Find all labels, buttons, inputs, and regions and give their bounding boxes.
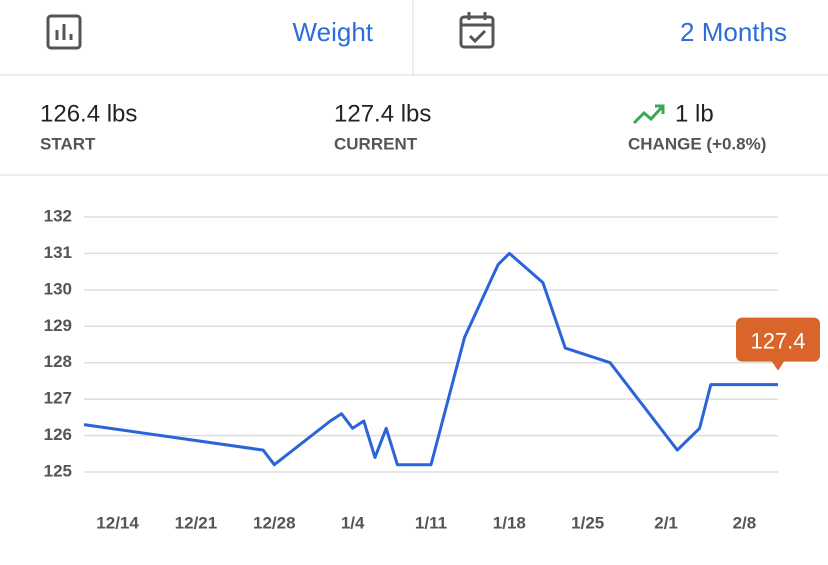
x-tick-label: 1/25 — [571, 513, 604, 532]
x-tick-label: 1/18 — [493, 513, 526, 532]
y-tick-label: 125 — [44, 461, 72, 480]
y-tick-label: 131 — [44, 243, 72, 262]
calendar-icon[interactable] — [459, 12, 495, 49]
callout-box — [736, 317, 820, 371]
trend-icon — [632, 104, 665, 125]
x-tick-label: 2/8 — [733, 513, 757, 532]
stat-value: 126.4 lbs — [40, 100, 137, 127]
y-tick-label: 127 — [44, 389, 72, 408]
x-tick-label: 1/4 — [341, 513, 365, 532]
range-selector[interactable]: 2 Months — [680, 17, 787, 47]
x-tick-label: 1/11 — [415, 513, 447, 532]
y-tick-label: 126 — [44, 425, 72, 444]
x-tick-label: 12/14 — [96, 513, 139, 532]
current-value-callout: 127.4 — [736, 317, 820, 371]
stat-value: 1 lb — [675, 100, 714, 127]
x-tick-label: 2/1 — [654, 513, 678, 532]
x-tick-label: 12/28 — [253, 513, 296, 532]
y-tick-label: 132 — [44, 206, 72, 225]
stat-value: 127.4 lbs — [334, 100, 431, 127]
y-tick-label: 129 — [44, 316, 72, 335]
chart: 125 126 127 128 129 130 131 132 12/14 12/21 12/28 1… — [44, 206, 820, 532]
chart-icon[interactable] — [46, 14, 82, 50]
x-tick-label: 12/21 — [175, 513, 218, 532]
metric-selector[interactable]: Weight — [293, 17, 374, 47]
y-tick-label: 128 — [44, 352, 72, 371]
stat-label: START — [40, 134, 96, 153]
stat-label: CURRENT — [334, 134, 418, 153]
stat-label: CHANGE (+0.8%) — [628, 134, 766, 153]
y-tick-label: 130 — [44, 279, 72, 298]
data-line — [83, 251, 778, 467]
callout-label: 127.4 — [750, 328, 805, 353]
